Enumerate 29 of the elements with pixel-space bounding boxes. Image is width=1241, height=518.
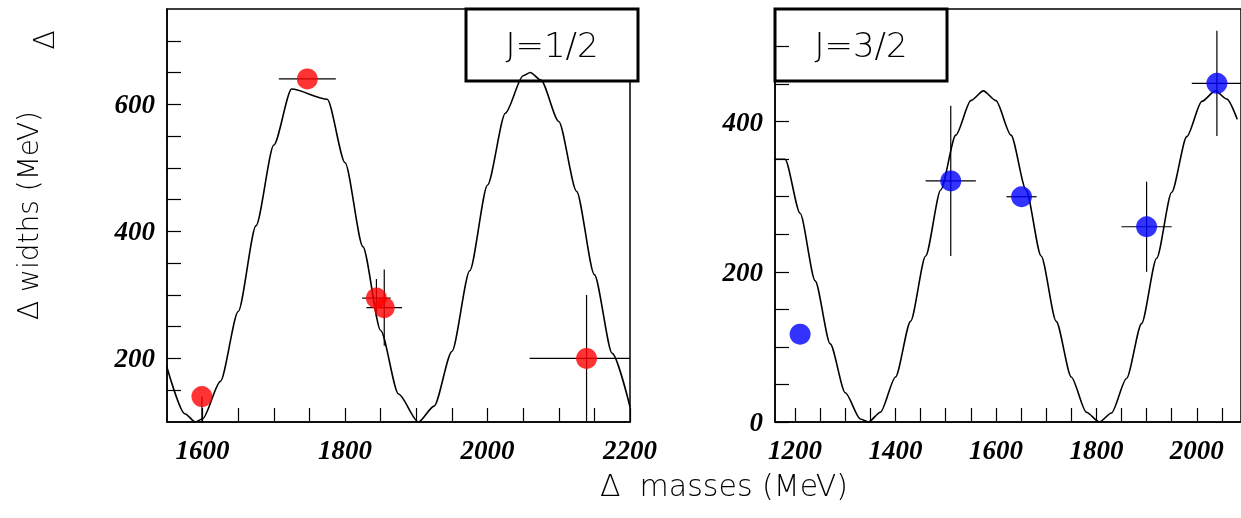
x-tick-label: 1800 — [318, 434, 373, 465]
point — [296, 68, 318, 90]
x-tick-label: 1600 — [968, 434, 1024, 465]
x-tick-label: 1800 — [1069, 434, 1124, 465]
text: Δ — [27, 30, 61, 50]
y-tick-label: 200 — [113, 343, 156, 374]
point — [576, 347, 598, 369]
x-tick-label: 2200 — [602, 434, 658, 465]
x-tick-label: 1600 — [175, 434, 231, 465]
point — [940, 170, 962, 192]
y-tick-label: 0 — [749, 407, 764, 437]
point — [191, 386, 213, 408]
point — [1011, 186, 1033, 208]
y-tick-label: 400 — [721, 106, 764, 137]
x-tick-label: 2000 — [459, 434, 516, 465]
y-axis-title: Δ widths (MeV) — [11, 111, 45, 320]
y-tick-label: 200 — [721, 256, 764, 287]
x-tick-label: 2000 — [1168, 434, 1225, 465]
x-tick-label: 1400 — [868, 434, 924, 465]
y-tick-label: 600 — [114, 89, 156, 120]
annotation: J=1/2 — [505, 25, 599, 65]
point — [1136, 216, 1158, 238]
y-tick-label: 400 — [113, 216, 156, 247]
x-axis-title: Δ masses (MeV) — [599, 468, 849, 503]
point — [373, 297, 395, 319]
annotation: J=3/2 — [814, 25, 908, 65]
point — [789, 323, 811, 345]
point — [1206, 72, 1228, 94]
x-tick-label: 1200 — [768, 434, 823, 465]
